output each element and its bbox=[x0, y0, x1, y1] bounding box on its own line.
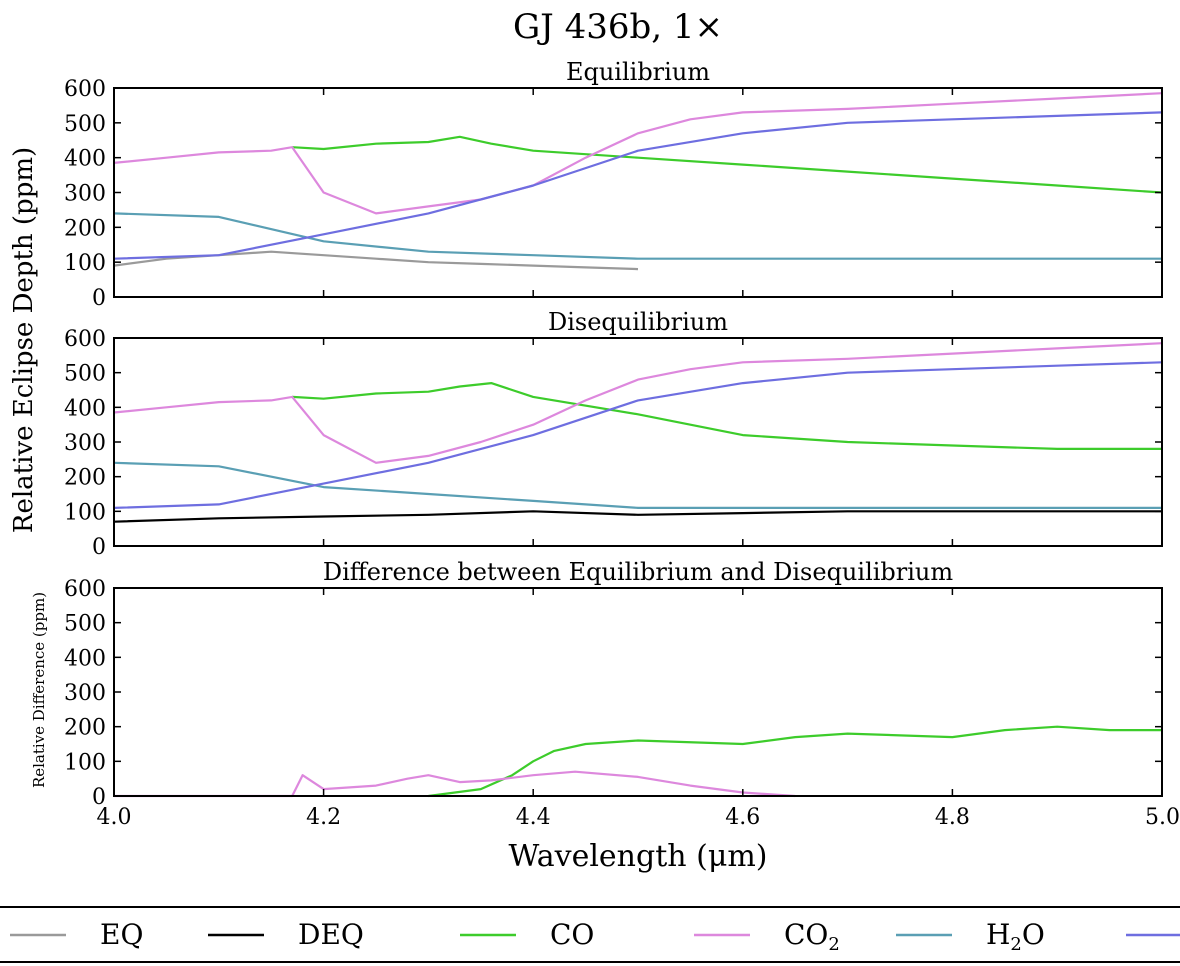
main-ylabel: Relative Eclipse Depth (ppm) bbox=[9, 147, 39, 533]
x-tick-label: 4.4 bbox=[516, 805, 551, 830]
series-line-eq bbox=[113, 250, 639, 271]
y-tick-label: 0 bbox=[92, 535, 106, 560]
y-tick-label: 200 bbox=[64, 466, 106, 491]
x-tick-label: 4.8 bbox=[935, 805, 970, 830]
series-line-h2o bbox=[113, 461, 1162, 509]
legend-entry: CO bbox=[460, 918, 594, 951]
panel-3: Difference between Equilibrium and Diseq… bbox=[64, 558, 1180, 830]
series-line-deq bbox=[113, 510, 1162, 523]
y-tick-label: 600 bbox=[64, 77, 106, 102]
x-tick-label: 4.2 bbox=[306, 805, 341, 830]
series-line-co bbox=[292, 382, 1162, 450]
panel-title: Difference between Equilibrium and Diseq… bbox=[323, 558, 954, 586]
series-line-co bbox=[428, 725, 1162, 798]
plot-frame bbox=[113, 87, 1163, 298]
legend-entry: CO2 bbox=[694, 918, 840, 955]
y-tick-label: 400 bbox=[64, 396, 106, 421]
series-line-co2 bbox=[113, 342, 1163, 464]
y-tick-label: 100 bbox=[64, 500, 106, 525]
y-tick-label: 200 bbox=[64, 216, 106, 241]
panel-1: Equilibrium 0 100 200 300 400 500 600 bbox=[64, 58, 1163, 311]
y-tick-label: 500 bbox=[64, 612, 106, 637]
x-tick-label: 5.0 bbox=[1145, 805, 1180, 830]
legend: EQ DEQ CO CO2 H2O bbox=[0, 906, 1180, 963]
y-tick-label: 400 bbox=[64, 646, 106, 671]
y-tick-label: 600 bbox=[64, 327, 106, 352]
series-line-co2 bbox=[113, 92, 1163, 215]
series-line-unlabeled bbox=[113, 361, 1163, 509]
panel-2: Disequilibrium 0 100 200 300 400 500 600 bbox=[64, 308, 1163, 560]
y-tick-label: 100 bbox=[64, 750, 106, 775]
panel-title: Disequilibrium bbox=[548, 308, 728, 336]
legend-label: CO2 bbox=[784, 918, 840, 955]
x-axis-label: Wavelength (μm) bbox=[509, 839, 768, 874]
plot-frame bbox=[113, 587, 1163, 797]
legend-entry: DEQ bbox=[208, 918, 364, 951]
series-line-unlabeled bbox=[113, 111, 1163, 260]
y-tick-label: 0 bbox=[92, 286, 106, 311]
y-tick-label: 100 bbox=[64, 251, 106, 276]
legend-label: EQ bbox=[100, 918, 143, 951]
x-tick-label: 4.0 bbox=[97, 805, 132, 830]
series-line-co2 bbox=[114, 770, 796, 798]
y-tick-label: 200 bbox=[64, 716, 106, 741]
series-line-h2o bbox=[113, 212, 1162, 260]
panels: Equilibrium0100200300400500600Disequilib… bbox=[64, 58, 1180, 830]
y-tick-label: 600 bbox=[64, 577, 106, 602]
x-tick-label: 4.6 bbox=[725, 805, 760, 830]
y-tick-label: 500 bbox=[64, 362, 106, 387]
legend-label: CO bbox=[550, 918, 594, 951]
y-tick-label: 500 bbox=[64, 112, 106, 137]
legend-label: H2O bbox=[986, 918, 1045, 955]
y-tick-label: 300 bbox=[64, 182, 106, 207]
y-tick-label: 300 bbox=[64, 681, 106, 706]
panel-title: Equilibrium bbox=[566, 58, 710, 86]
y-tick-label: 0 bbox=[92, 785, 106, 810]
y-tick-label: 300 bbox=[64, 431, 106, 456]
legend-label: DEQ bbox=[298, 918, 364, 951]
legend-entry: H2O bbox=[896, 918, 1045, 955]
series-line-co bbox=[292, 135, 1163, 194]
legend-entry: EQ bbox=[10, 918, 143, 951]
y-tick-label: 400 bbox=[64, 147, 106, 172]
figure-title: GJ 436b, 1× bbox=[513, 7, 723, 47]
diff-ylabel: Relative Difference (ppm) bbox=[30, 592, 48, 788]
